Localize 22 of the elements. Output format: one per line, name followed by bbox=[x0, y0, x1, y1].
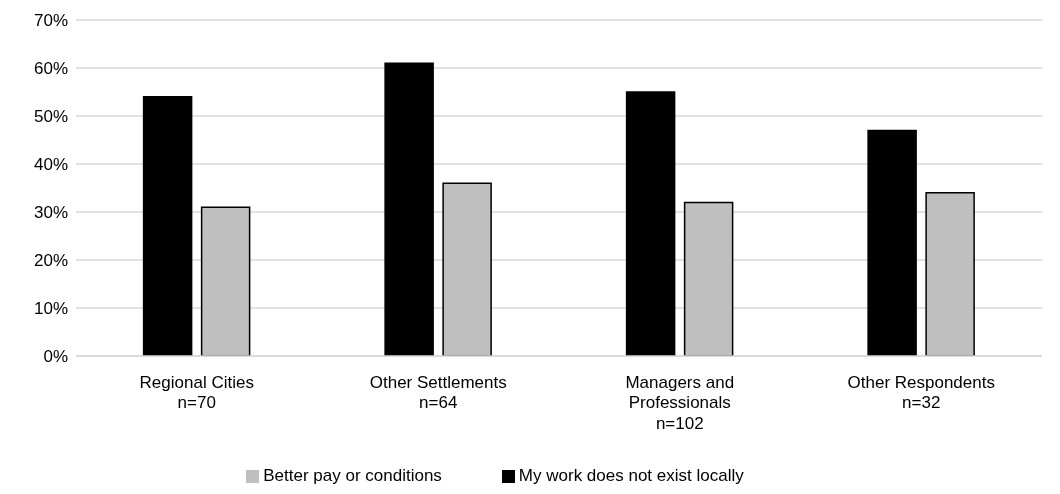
y-tick-label: 10% bbox=[33, 299, 68, 319]
x-tick-label: Other Settlements n=64 bbox=[369, 373, 507, 413]
x-tick-label: Regional Cities n=70 bbox=[139, 373, 254, 413]
bar bbox=[925, 192, 975, 356]
bar bbox=[384, 62, 434, 356]
y-tick-label: 50% bbox=[33, 107, 68, 127]
y-tick-label: 20% bbox=[33, 251, 68, 271]
bar bbox=[442, 182, 492, 356]
bar bbox=[683, 201, 734, 356]
y-tick-label: 40% bbox=[33, 155, 68, 175]
y-tick-label: 0% bbox=[43, 347, 68, 367]
x-tick-label: Managers and Professionals n=102 bbox=[625, 373, 735, 433]
bar bbox=[200, 206, 251, 356]
bar bbox=[142, 96, 193, 356]
y-tick-label: 30% bbox=[33, 203, 68, 223]
x-tick-label: Other Respondents n=32 bbox=[847, 373, 995, 413]
bar bbox=[867, 129, 917, 356]
legend-label: My work does not exist locally bbox=[518, 466, 744, 485]
y-tick-label: 70% bbox=[33, 11, 68, 31]
y-tick-label: 60% bbox=[33, 59, 68, 79]
legend-label: Better pay or conditions bbox=[263, 466, 442, 485]
bar bbox=[625, 91, 676, 356]
